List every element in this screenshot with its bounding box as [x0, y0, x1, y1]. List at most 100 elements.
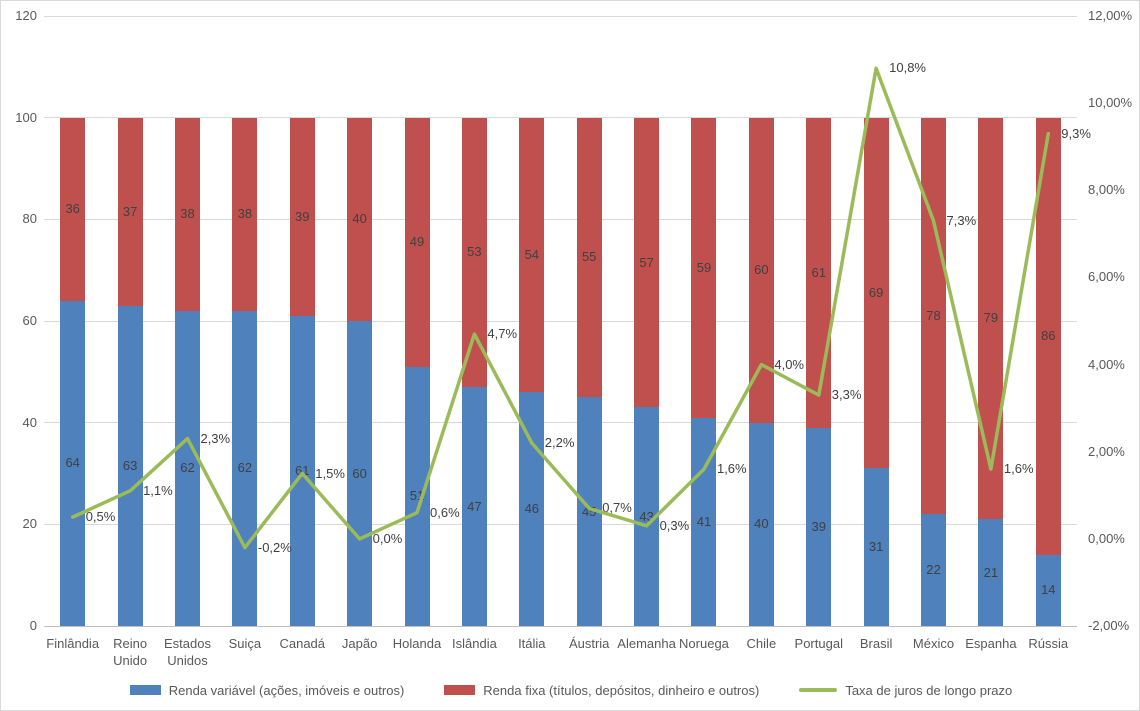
- left-axis-tick-label: 100: [15, 109, 37, 125]
- right-axis-tick-label: 12,00%: [1088, 8, 1133, 23]
- bar-segment-renda-variavel: [1035, 554, 1061, 626]
- bar-value-label-renda-variavel: 31: [868, 539, 884, 555]
- legend-swatch-renda-variavel-icon: [129, 685, 161, 695]
- line-point-label: 2,3%: [200, 430, 231, 446]
- chart-legend: Renda variável (ações, imóveis e outros)…: [1, 677, 1139, 703]
- right-axis-tick-label: 0,00%: [1088, 530, 1125, 546]
- legend-swatch-renda-fixa-icon: [444, 685, 476, 695]
- left-axis-tick-label: 120: [15, 8, 37, 23]
- legend-item-taxa-de-juros: Taxa de juros de longo prazo: [799, 683, 1012, 698]
- left-axis-tick-label: 20: [22, 516, 37, 532]
- category-label: Brasil: [859, 636, 893, 651]
- bar-value-label-renda-fixa: 55: [581, 249, 597, 265]
- line-point-label: 0,6%: [430, 504, 460, 520]
- bar-value-label-renda-fixa: 57: [639, 254, 654, 270]
- bar-value-label-renda-variavel: 62: [237, 460, 253, 476]
- line-point-label: 10,8%: [889, 60, 926, 76]
- line-point-label: 0,3%: [659, 517, 690, 533]
- bar-value-label-renda-variavel: 46: [524, 501, 540, 517]
- legend-item-renda-variavel: Renda variável (ações, imóveis e outros): [129, 682, 405, 698]
- category-label: Áustria: [568, 636, 610, 651]
- category-label: Finlândia: [46, 636, 100, 651]
- x-axis-line: [44, 625, 1077, 627]
- bar-value-label-renda-variavel: 47: [467, 498, 482, 514]
- line-point-label: 0,0%: [372, 530, 403, 546]
- line-point-label: 7,3%: [946, 212, 977, 228]
- right-axis-tick-label: 10,00%: [1088, 95, 1133, 111]
- bar-value-label-renda-fixa: 79: [983, 310, 999, 326]
- line-point-label: 4,7%: [487, 326, 518, 342]
- category-label: México: [912, 636, 955, 651]
- bar-value-label-renda-fixa: 39: [295, 208, 310, 224]
- bar-value-label-renda-variavel: 61: [295, 462, 310, 478]
- bar-value-label-renda-variavel: 43: [639, 508, 654, 524]
- bar-value-label-renda-fixa: 40: [352, 211, 367, 227]
- bar-value-label-renda-variavel: 39: [811, 518, 826, 534]
- line-point-label: 2,2%: [544, 435, 575, 450]
- bar-value-label-renda-fixa: 38: [180, 206, 195, 222]
- right-axis-tick-label: 8,00%: [1088, 182, 1125, 198]
- bar-value-label-renda-variavel: 21: [983, 564, 999, 580]
- line-point-label: -0,2%: [257, 539, 292, 555]
- left-axis-tick-label: 60: [22, 313, 37, 328]
- bar-value-label-renda-fixa: 38: [237, 206, 253, 222]
- category-label: Noruega: [679, 636, 729, 651]
- bar-value-label-renda-variavel: 51: [409, 488, 425, 504]
- line-point-label: 0,5%: [85, 509, 116, 525]
- legend-label-taxa-de-juros: Taxa de juros de longo prazo: [845, 682, 1013, 698]
- bar-value-label-renda-fixa: 61: [811, 264, 826, 280]
- right-axis-tick-label: 2,00%: [1088, 443, 1125, 459]
- bar-value-label-renda-variavel: 40: [754, 516, 769, 532]
- bar-value-label-renda-fixa: 86: [1041, 328, 1056, 344]
- bar-value-label-renda-variavel: 14: [1041, 582, 1056, 598]
- category-label: Holanda: [392, 636, 442, 651]
- category-label: Reino Unido: [113, 636, 148, 668]
- bar-value-label-renda-variavel: 64: [65, 455, 80, 471]
- bar-value-label-renda-variavel: 41: [696, 513, 712, 529]
- bar-value-label-renda-fixa: 60: [754, 262, 769, 278]
- bar-value-label-renda-variavel: 62: [180, 460, 195, 476]
- category-label: Chile: [746, 636, 777, 651]
- left-axis-tick-label: 40: [22, 414, 37, 430]
- bar-value-label-renda-fixa: 54: [524, 246, 540, 262]
- bar-value-label-renda-fixa: 69: [868, 285, 884, 301]
- left-axis-tick-label: 0: [29, 618, 37, 633]
- line-point-label: 3,3%: [831, 387, 862, 403]
- category-label: Alemanha: [617, 636, 676, 651]
- category-label: Islândia: [452, 636, 497, 651]
- legend-item-renda-fixa: Renda fixa (títulos, depósitos, dinheiro…: [444, 683, 759, 698]
- bar-value-label-renda-fixa: 49: [409, 234, 425, 250]
- gridline: [44, 15, 1077, 17]
- line-point-label: 0,7%: [602, 500, 632, 516]
- bar-value-label-renda-variavel: 63: [122, 457, 138, 473]
- right-axis-tick-label: 6,00%: [1088, 269, 1125, 285]
- bar-value-label-renda-variavel: 22: [926, 562, 941, 578]
- right-axis-tick-label: 4,00%: [1088, 356, 1125, 372]
- line-point-label: 1,6%: [716, 461, 747, 477]
- line-point-label: 1,5%: [315, 465, 345, 481]
- legend-swatch-taxa-de-juros-icon: [799, 688, 838, 692]
- legend-label-renda-variavel: Renda variável (ações, imóveis e outros): [168, 682, 405, 698]
- bar-value-label-renda-variavel: 45: [581, 503, 597, 519]
- legend-label-renda-fixa: Renda fixa (títulos, depósitos, dinheiro…: [483, 682, 760, 698]
- line-point-label: 9,3%: [1061, 125, 1091, 141]
- bar-value-label-renda-fixa: 36: [65, 201, 80, 217]
- line-point-label: 1,1%: [143, 482, 173, 498]
- category-label: Japão: [341, 636, 378, 651]
- bar-value-label-renda-fixa: 78: [926, 307, 941, 323]
- category-label: Itália: [518, 636, 546, 651]
- category-label: Suiça: [228, 636, 262, 651]
- category-label: Canadá: [279, 636, 326, 651]
- bar-value-label-renda-fixa: 37: [122, 203, 138, 219]
- category-label: Portugal: [794, 636, 843, 651]
- line-point-label: 4,0%: [774, 356, 804, 372]
- right-axis-tick-label: -2,00%: [1088, 618, 1130, 633]
- taxa-de-juros-line-path: [70, 66, 1051, 550]
- bar-value-label-renda-fixa: 59: [696, 259, 712, 275]
- left-axis-tick-label: 80: [22, 211, 37, 227]
- bar-value-label-renda-fixa: 53: [467, 244, 482, 260]
- category-label: Estados Unidos: [163, 636, 211, 668]
- line-point-label: 1,6%: [1003, 461, 1034, 477]
